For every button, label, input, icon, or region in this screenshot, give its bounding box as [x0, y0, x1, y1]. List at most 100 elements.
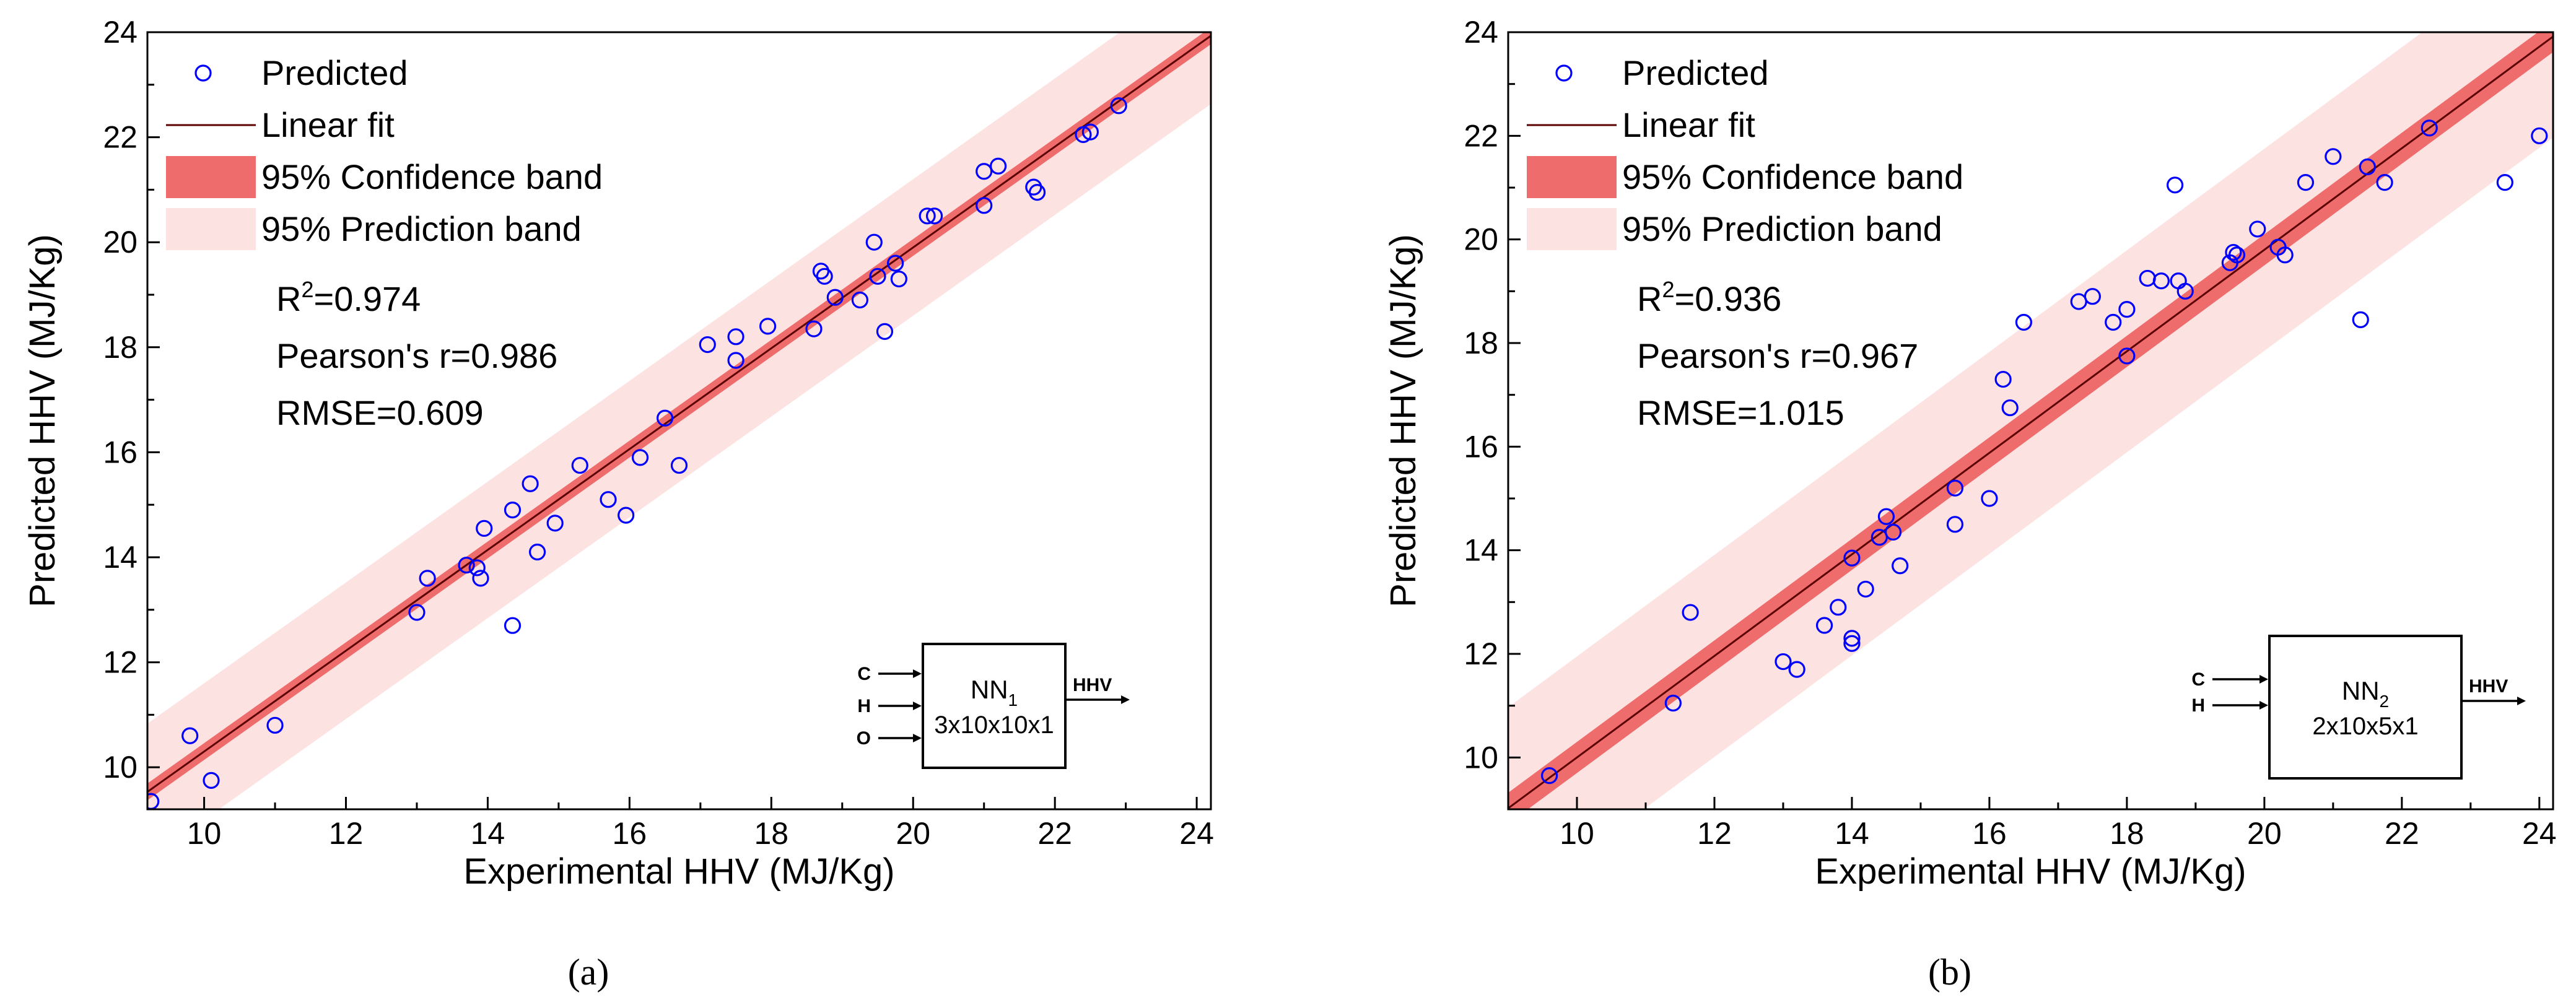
input-label-h: H	[2191, 695, 2205, 716]
stat-pearson-r: Pearson's r=0.967	[1637, 336, 1918, 375]
legend-label-prediction: 95% Prediction band	[261, 209, 582, 248]
y-tick-label: 12	[103, 645, 138, 680]
x-tick-label: 22	[2385, 816, 2419, 851]
data-point	[571, 456, 588, 474]
stat-rmse: RMSE=0.609	[276, 393, 484, 432]
data-point	[600, 491, 617, 508]
data-point	[2225, 243, 2242, 261]
data-point	[890, 270, 907, 288]
y-tick-label: 14	[1464, 533, 1498, 568]
data-point	[2118, 347, 2136, 365]
network-architecture: 2x10x5x1	[2312, 713, 2418, 740]
y-axis-label: Predicted HHV (MJ/Kg)	[22, 234, 63, 607]
legend-swatch-confidence	[1527, 156, 1617, 198]
x-tick-label: 10	[1560, 816, 1594, 851]
network-name-subscript: 2	[2380, 692, 2390, 711]
output-arrow-head	[1121, 695, 1130, 704]
panel-a: 10 12 14 16 18 20 22 241012141618202224Experime…	[22, 15, 1214, 993]
data-point	[1081, 123, 1099, 141]
data-point	[504, 617, 522, 634]
stat-r-squared-superscript: 2	[301, 277, 313, 302]
linear-fit-line	[147, 35, 1211, 793]
data-point	[458, 557, 475, 574]
data-point	[1788, 661, 1805, 678]
data-point	[203, 772, 220, 789]
y-tick-label: 16	[1464, 429, 1498, 464]
x-tick-label: 16	[1972, 816, 2007, 851]
data-points	[147, 97, 1127, 809]
data-point	[1877, 508, 1895, 525]
input-arrow-head	[913, 702, 922, 710]
x-tick-label: 22	[1037, 816, 1072, 851]
data-point	[2152, 272, 2170, 290]
data-point	[419, 570, 436, 587]
data-point	[2276, 246, 2294, 264]
legend-label-predicted: Predicted	[1622, 53, 1769, 92]
legend-swatch-prediction	[1527, 208, 1617, 250]
data-point	[1994, 370, 2012, 388]
data-point	[727, 328, 744, 346]
output-label: HHV	[2469, 676, 2508, 697]
y-tick-label: 20	[103, 225, 138, 259]
data-point	[1981, 490, 1998, 507]
data-point	[468, 559, 486, 576]
legend-label-fit: Linear fit	[261, 105, 395, 144]
data-point	[181, 727, 199, 744]
data-point	[504, 502, 522, 519]
network-box	[2268, 635, 2463, 780]
legend-label-confidence: 95% Confidence band	[261, 157, 603, 196]
stat-r-squared-superscript: 2	[1662, 277, 1674, 302]
y-tick-label: 12	[1464, 637, 1498, 671]
linear-fit-line	[1508, 35, 2553, 809]
legend-label-fit: Linear fit	[1622, 105, 1755, 144]
stat-r-squared-symbol: R	[276, 279, 301, 318]
data-point	[976, 197, 993, 214]
data-points	[1540, 120, 2548, 785]
input-arrow-head	[2259, 701, 2268, 710]
data-point	[2297, 174, 2315, 191]
data-point	[727, 352, 744, 369]
stat-rmse: RMSE=1.015	[1637, 393, 1845, 432]
y-tick-label: 22	[1464, 118, 1498, 153]
stat-r-squared: R2=0.936	[1637, 277, 1781, 318]
legend-swatch-confidence	[166, 156, 256, 198]
x-tick-label: 14	[471, 816, 505, 851]
output-label: HHV	[1073, 675, 1112, 695]
data-point	[2421, 120, 2438, 137]
y-tick-label: 18	[103, 330, 138, 365]
x-tick-label: 12	[1697, 816, 1732, 851]
x-tick-label: 14	[1835, 816, 1869, 851]
y-tick-label: 24	[1464, 15, 1498, 50]
input-label-h: H	[857, 696, 871, 716]
legend-label-confidence: 95% Confidence band	[1622, 157, 1963, 196]
data-point	[2001, 399, 2019, 417]
data-point	[2359, 158, 2376, 176]
x-tick-label: 24	[2522, 816, 2557, 851]
data-point	[869, 267, 886, 285]
data-point	[2105, 313, 2122, 331]
data-point	[1075, 126, 1092, 143]
legend-marker-predicted	[1555, 64, 1573, 82]
y-tick-label: 10	[103, 750, 138, 785]
data-point	[2084, 288, 2101, 305]
data-point	[1110, 97, 1127, 115]
data-point	[2352, 311, 2369, 328]
y-axis-label: Predicted HHV (MJ/Kg)	[1383, 234, 1423, 607]
data-point	[876, 323, 894, 340]
data-point	[2325, 148, 2342, 165]
stat-r-squared-symbol: R	[1637, 279, 1662, 318]
data-point	[476, 520, 493, 537]
data-point	[2531, 127, 2548, 144]
data-point	[925, 207, 943, 225]
data-point	[528, 543, 546, 561]
panel-label: (a)	[568, 952, 609, 993]
x-tick-label: 20	[2247, 816, 2282, 851]
network-box	[922, 643, 1067, 769]
data-point	[759, 318, 777, 335]
data-point	[631, 449, 649, 466]
y-tick-label: 16	[103, 435, 138, 469]
data-point	[2015, 313, 2033, 331]
data-point	[2249, 220, 2266, 238]
input-label-o: O	[857, 728, 871, 749]
